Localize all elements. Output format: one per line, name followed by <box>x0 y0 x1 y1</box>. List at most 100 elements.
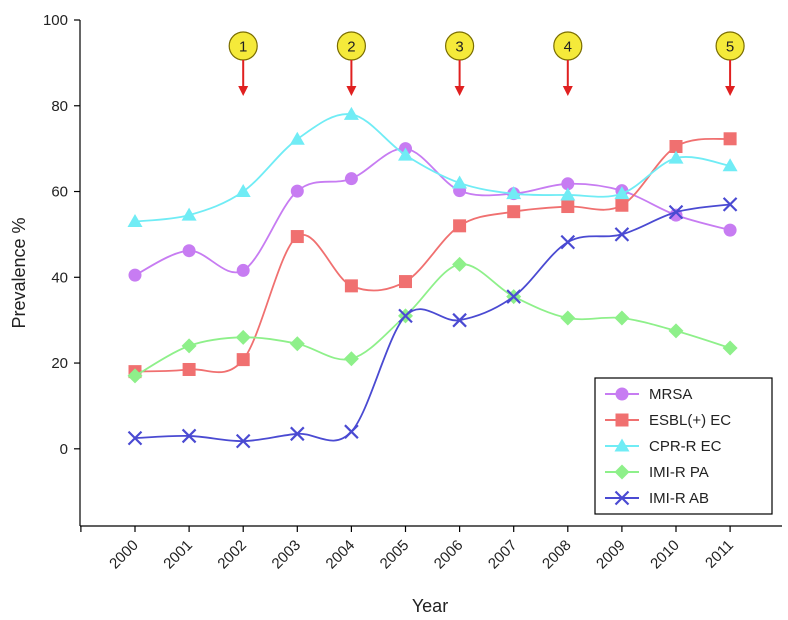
data-point <box>722 340 738 356</box>
data-point <box>560 187 576 201</box>
data-point <box>561 177 575 191</box>
x-tick-label: 2010 <box>647 537 683 573</box>
y-tick-label: 60 <box>51 184 68 201</box>
data-point <box>289 131 305 145</box>
y-tick-label: 0 <box>60 441 68 458</box>
data-point <box>289 336 305 352</box>
x-tick-label: 2000 <box>106 537 142 573</box>
legend: MRSA ESBL(+) EC CPR-R EC IMI-R PA IMI-R AB <box>594 377 773 515</box>
data-point <box>343 106 359 120</box>
legend-marker <box>614 438 630 452</box>
legend-item: ESBL(+) EC <box>605 412 731 429</box>
legend-item: CPR-R EC <box>605 438 722 455</box>
data-point <box>127 214 143 228</box>
legend-box <box>594 377 773 515</box>
data-point <box>182 244 196 258</box>
data-point <box>182 362 196 376</box>
event-marker-1: 1 <box>228 31 258 96</box>
event-marker-2: 2 <box>336 31 366 96</box>
data-point <box>181 428 197 444</box>
x-tick-label: 2007 <box>485 537 521 573</box>
data-point <box>614 310 630 326</box>
event-marker-5: 5 <box>715 31 745 96</box>
y-axis-title: Prevalence % <box>9 217 29 328</box>
event-label: 1 <box>239 39 247 56</box>
data-point <box>290 426 305 442</box>
data-point <box>668 204 684 220</box>
x-tick-label: 2008 <box>539 537 575 573</box>
data-point <box>614 186 630 200</box>
event-label: 4 <box>564 39 572 56</box>
event-label: 2 <box>347 39 355 56</box>
x-axis-title: Year <box>412 596 448 616</box>
data-point <box>669 140 683 153</box>
legend-marker <box>614 490 630 506</box>
series-layer <box>127 106 738 449</box>
data-point <box>560 234 576 250</box>
series-line <box>134 147 731 276</box>
annotations: 1 2 3 4 5 <box>228 31 745 96</box>
legend-label: MRSA <box>649 386 692 403</box>
event-marker-4: 4 <box>553 31 583 96</box>
data-point <box>235 433 251 449</box>
event-arrow-head <box>562 86 573 96</box>
series-esbl-ec <box>128 132 737 379</box>
legend-label: IMI-R PA <box>649 464 709 481</box>
data-point <box>453 219 467 233</box>
y-tick-label: 100 <box>43 12 68 29</box>
legend-marker <box>615 387 629 401</box>
series-line <box>134 263 731 377</box>
legend-item: MRSA <box>605 386 692 403</box>
data-point <box>344 279 358 293</box>
data-point <box>614 227 630 242</box>
event-arrow-head <box>346 86 357 96</box>
data-point <box>290 184 304 198</box>
y-tick-label: 80 <box>51 98 68 115</box>
x-tick-label: 2001 <box>160 537 196 573</box>
data-point <box>181 207 197 221</box>
legend-marker <box>614 464 630 480</box>
data-point <box>344 172 358 186</box>
data-point <box>236 353 250 367</box>
data-point <box>560 310 576 326</box>
event-label: 5 <box>726 39 734 56</box>
data-point <box>723 132 737 146</box>
data-point <box>723 223 737 237</box>
data-point <box>127 368 143 384</box>
x-tick-label: 2003 <box>269 537 305 573</box>
event-label: 3 <box>455 39 463 56</box>
x-tick-label: 2002 <box>214 537 250 573</box>
legend-label: IMI-R AB <box>649 490 709 507</box>
data-point <box>398 147 413 161</box>
data-point <box>290 230 304 244</box>
legend-item: IMI-R PA <box>605 464 709 481</box>
data-point <box>344 424 359 439</box>
x-tick-label: 2009 <box>593 537 629 573</box>
data-point <box>561 200 575 214</box>
event-marker-3: 3 <box>445 31 475 96</box>
series-mrsa <box>128 142 737 282</box>
data-point <box>127 430 143 446</box>
x-tick-label: 2011 <box>702 537 737 572</box>
data-point <box>722 158 738 172</box>
y-tick-label: 20 <box>51 355 68 372</box>
data-point <box>236 263 250 277</box>
data-point <box>452 175 468 189</box>
data-point <box>235 329 251 345</box>
data-point <box>668 323 684 339</box>
data-point <box>506 289 521 304</box>
x-tick-label: 2006 <box>431 537 467 573</box>
data-point <box>235 184 251 198</box>
data-point <box>452 312 467 328</box>
data-point <box>398 308 413 324</box>
y-tick-label: 40 <box>51 269 68 286</box>
x-tick-label: 2005 <box>377 537 413 573</box>
legend-marker <box>615 413 629 427</box>
data-point <box>452 256 468 272</box>
data-point <box>343 351 359 367</box>
series-imi-r-pa <box>127 256 738 384</box>
data-point <box>668 150 684 164</box>
legend-label: ESBL(+) EC <box>649 412 731 429</box>
data-point <box>722 197 738 212</box>
